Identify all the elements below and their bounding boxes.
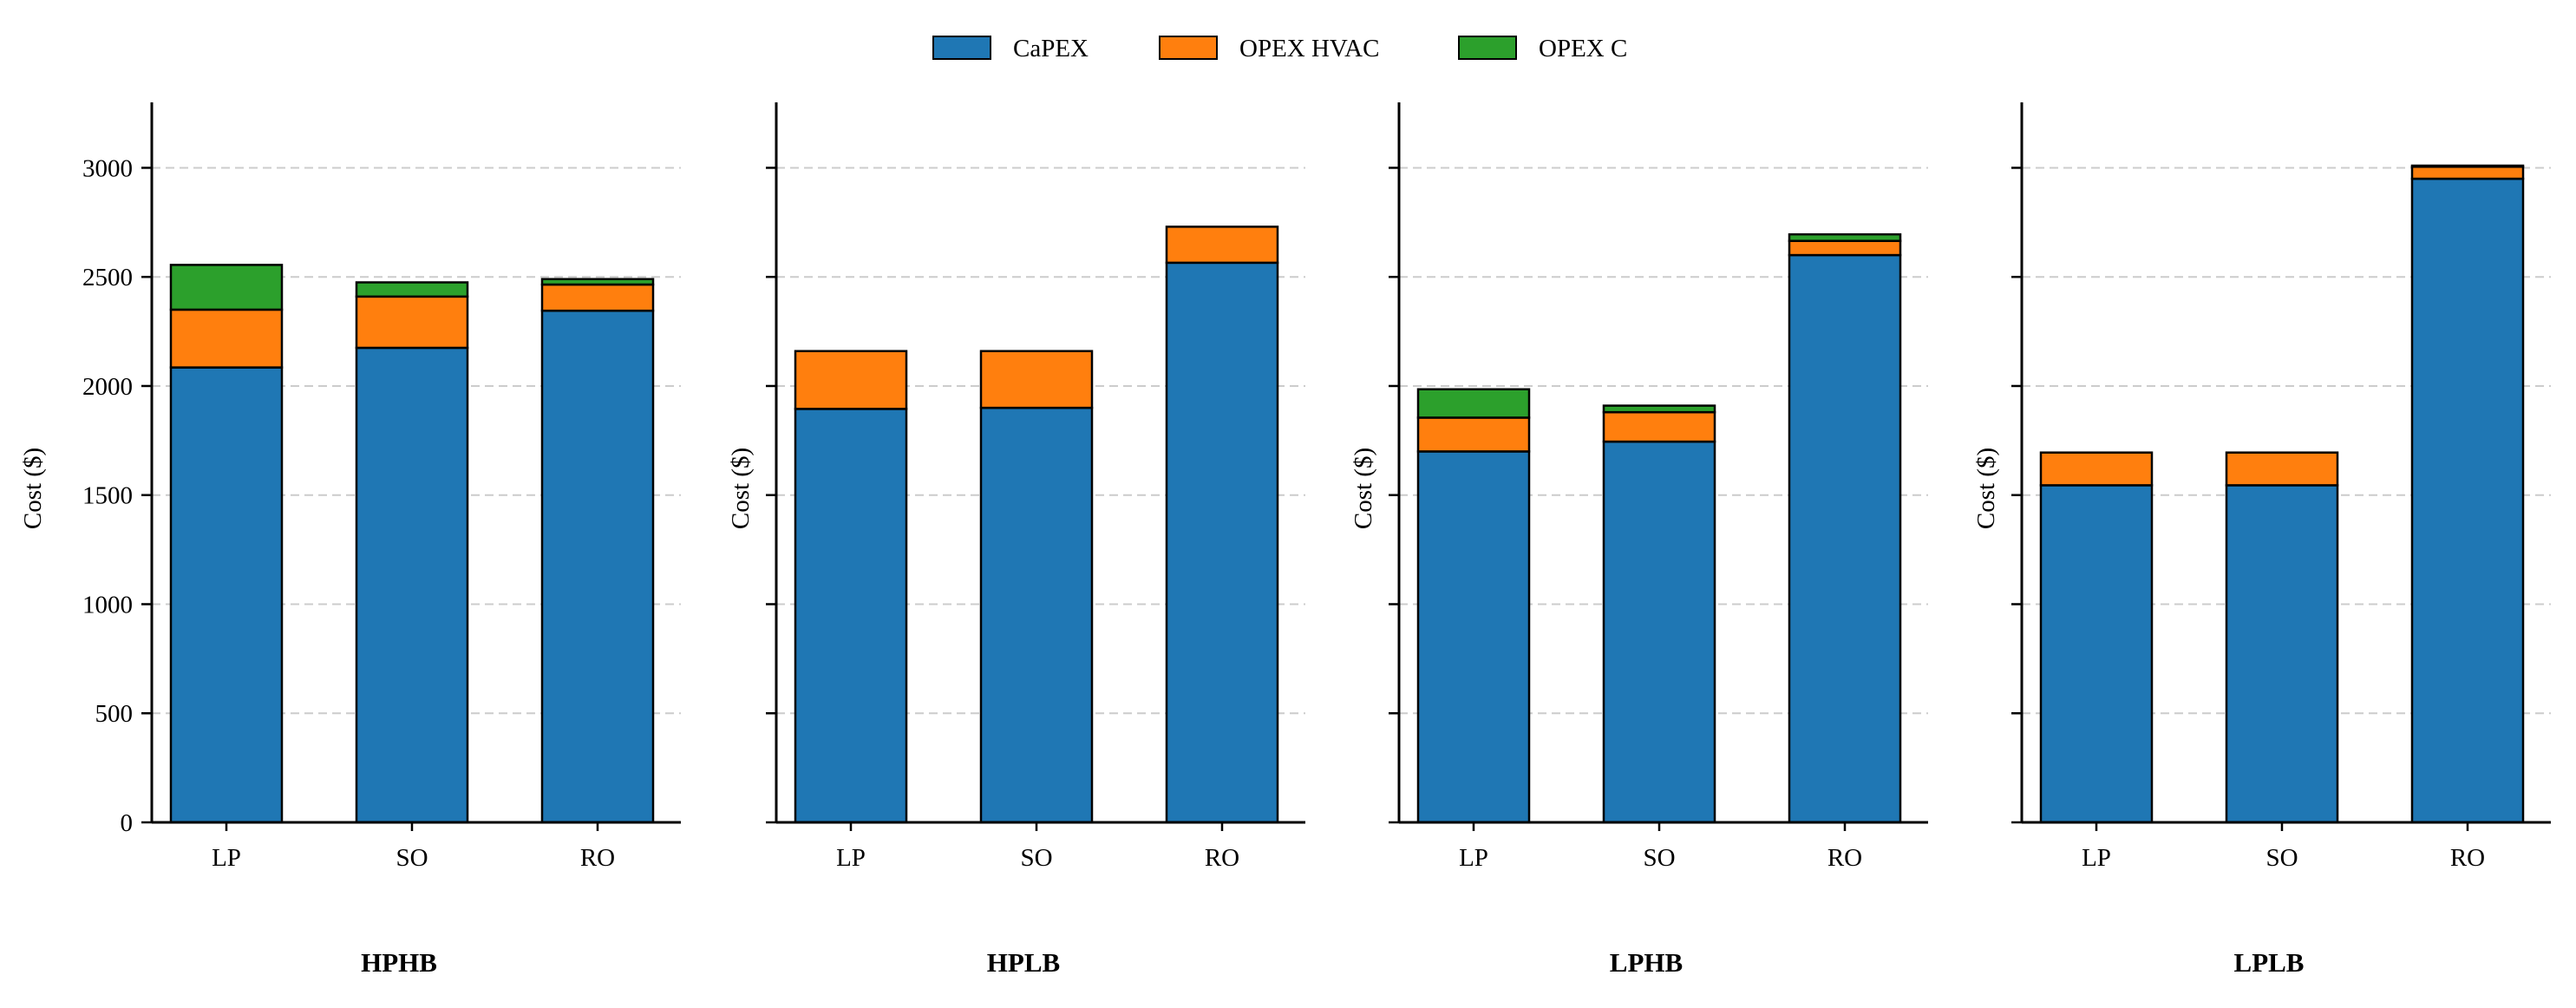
bar-opex-hvac-lp [2039, 451, 2154, 487]
bar-opex-hvac-lp [1416, 416, 1531, 453]
bar-opex-hvac-so [979, 350, 1094, 409]
y-tick-label: 500 [95, 700, 134, 728]
bar-capex-lp [169, 366, 284, 824]
x-tick-label: RO [580, 844, 615, 872]
y-axis-label: Cost ($) [1972, 448, 2000, 529]
bar-opex-c-so [355, 281, 469, 298]
x-tick-label: RO [2450, 844, 2485, 872]
bar-capex-so [979, 406, 1094, 824]
x-tick-label: SO [1643, 844, 1675, 872]
x-tick-label: LP [212, 844, 241, 872]
panel-title: HPLB [987, 947, 1060, 978]
bar-capex-ro [540, 309, 655, 824]
bar-opex-c-ro [2410, 164, 2525, 168]
y-tick-label: 1000 [82, 591, 133, 619]
y-tick-label: 3000 [82, 154, 133, 182]
legend-swatch-opex-hvac [1159, 36, 1218, 60]
x-tick-label: RO [1827, 844, 1862, 872]
legend-label: OPEX C [1539, 35, 1627, 62]
bar-opex-hvac-ro [2410, 165, 2525, 180]
bar-capex-lp [794, 408, 908, 824]
bar-opex-hvac-ro [540, 283, 655, 312]
legend-label: OPEX HVAC [1239, 35, 1379, 62]
x-tick-label: LP [836, 844, 866, 872]
y-tick-label: 2500 [82, 264, 133, 291]
panel-title: HPHB [361, 947, 437, 978]
bar-opex-hvac-so [355, 295, 469, 350]
bar-opex-hvac-ro [1788, 239, 1902, 257]
panel-title: LPHB [1610, 947, 1683, 978]
panel-title: LPLB [2234, 947, 2305, 978]
x-tick-label: SO [2265, 844, 2298, 872]
x-tick-label: RO [1205, 844, 1239, 872]
y-axis-label: Cost ($) [1350, 448, 1377, 529]
bar-capex-lp [2039, 484, 2154, 824]
bar-opex-hvac-lp [794, 350, 908, 410]
x-tick-label: LP [2082, 844, 2111, 872]
legend-swatch-opex-c [1458, 36, 1517, 60]
bar-capex-ro [1165, 261, 1279, 824]
bar-opex-hvac-ro [1165, 226, 1279, 265]
x-tick-label: LP [1459, 844, 1488, 872]
y-tick-label: 2000 [82, 373, 133, 401]
y-axis-label: Cost ($) [727, 448, 755, 529]
x-tick-label: SO [1020, 844, 1052, 872]
bar-capex-ro [1788, 253, 1902, 824]
y-tick-label: 1500 [82, 482, 133, 510]
bar-opex-c-so [1602, 404, 1716, 414]
bar-capex-so [355, 346, 469, 824]
legend-label: CaPEX [1013, 35, 1089, 62]
bar-capex-ro [2410, 177, 2525, 824]
bar-capex-so [1602, 440, 1716, 824]
bar-opex-hvac-so [2225, 451, 2339, 487]
bar-opex-c-lp [1416, 388, 1531, 419]
y-tick-label: 0 [121, 809, 134, 837]
bar-capex-so [2225, 484, 2339, 824]
bar-opex-hvac-lp [169, 308, 284, 369]
bar-opex-c-ro [1788, 232, 1902, 242]
bar-opex-c-lp [169, 264, 284, 311]
bar-opex-hvac-so [1602, 410, 1716, 443]
bar-opex-c-ro [540, 278, 655, 286]
legend-swatch-capex [932, 36, 991, 60]
bar-capex-lp [1416, 450, 1531, 824]
x-tick-label: SO [396, 844, 428, 872]
y-axis-label: Cost ($) [19, 448, 47, 529]
